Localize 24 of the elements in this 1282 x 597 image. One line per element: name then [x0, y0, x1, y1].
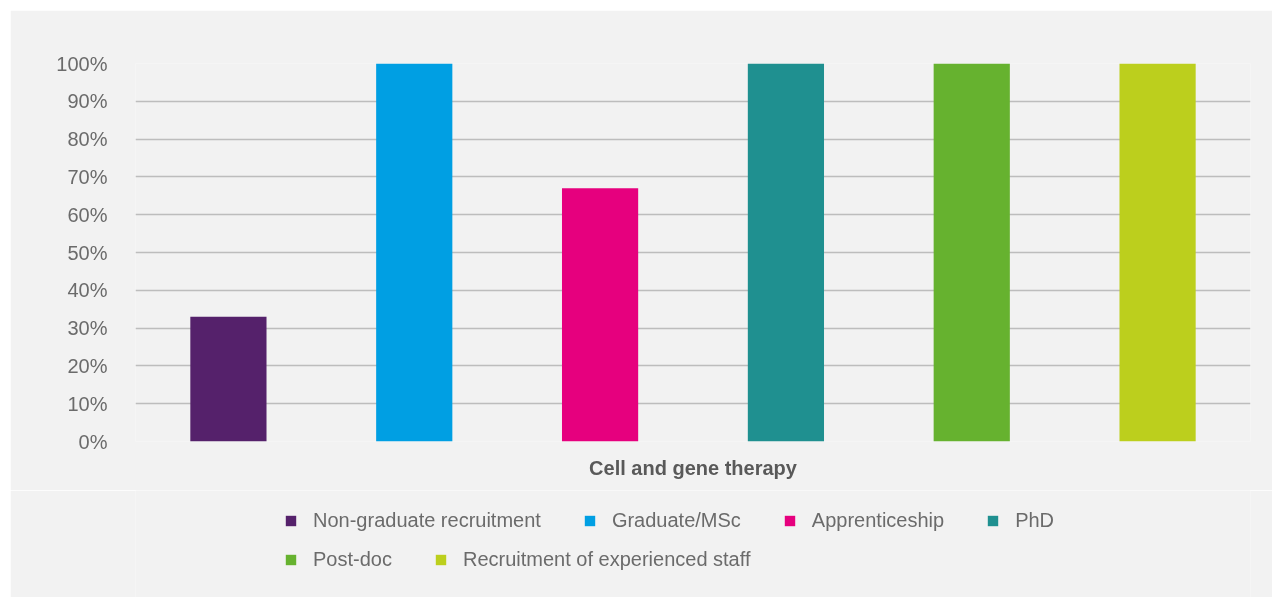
legend-label: Apprenticeship — [811, 509, 945, 532]
legend-label: PhD — [1015, 509, 1055, 532]
legend-label: Post-doc — [313, 548, 392, 571]
y-tick-label: 60% — [67, 203, 108, 226]
y-tick-label: 10% — [67, 392, 108, 415]
y-tick-label: 80% — [67, 128, 108, 151]
legend-label: Graduate/MSc — [611, 509, 741, 532]
legend-label: Non-graduate recruitment — [313, 509, 541, 532]
bar — [190, 316, 267, 442]
bar — [561, 188, 639, 442]
y-tick-label: 90% — [67, 90, 108, 113]
bar — [747, 63, 825, 442]
bar — [933, 63, 1010, 442]
y-tick-label: 100% — [56, 52, 108, 75]
y-tick-label: 50% — [67, 241, 108, 264]
y-tick-label: 20% — [67, 354, 108, 377]
y-tick-label: 70% — [67, 165, 108, 188]
y-tick-label: 40% — [67, 279, 108, 302]
y-tick-label: 0% — [78, 430, 108, 453]
x-tick-label: Cell and gene therapy — [589, 456, 798, 479]
bar — [1119, 63, 1196, 442]
legend-label: Recruitment of experienced staff — [462, 548, 751, 571]
y-tick-label: 30% — [67, 317, 108, 340]
bar — [376, 63, 453, 442]
